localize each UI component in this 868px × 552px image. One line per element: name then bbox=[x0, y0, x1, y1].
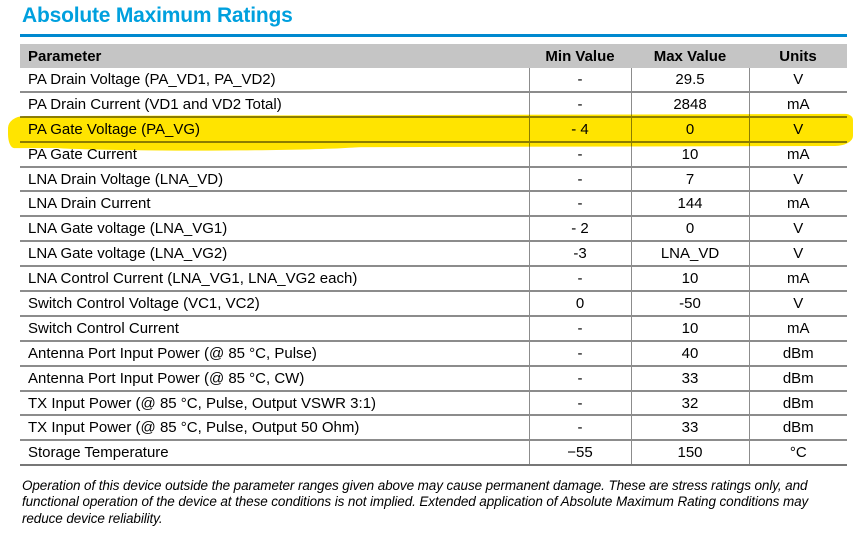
cell-min-value: - bbox=[528, 266, 631, 293]
cell-units: V bbox=[748, 68, 847, 93]
table-row: TX Input Power (@ 85 °C, Pulse, Output 5… bbox=[20, 415, 847, 442]
cell-min-value: - bbox=[528, 315, 631, 342]
table-row: PA Drain Voltage (PA_VD1, PA_VD2) - 29.5… bbox=[20, 68, 847, 93]
header-max-value: Max Value bbox=[631, 44, 749, 68]
cell-parameter: LNA Drain Voltage (LNA_VD) bbox=[20, 166, 529, 193]
cell-parameter: Storage Temperature bbox=[20, 440, 529, 467]
cell-max-value: 144 bbox=[630, 191, 749, 218]
cell-max-value: -50 bbox=[630, 291, 749, 317]
cell-max-value: 40 bbox=[630, 340, 749, 367]
table-row: LNA Drain Voltage (LNA_VD) - 7 V bbox=[20, 166, 847, 193]
cell-min-value: - bbox=[528, 191, 631, 218]
cell-max-value: 29.5 bbox=[630, 68, 749, 93]
page-title: Absolute Maximum Ratings bbox=[22, 4, 293, 27]
cell-parameter: Antenna Port Input Power (@ 85 °C, CW) bbox=[20, 365, 529, 392]
cell-parameter: TX Input Power (@ 85 °C, Pulse, Output V… bbox=[20, 390, 529, 417]
cell-max-value: 0 bbox=[630, 216, 749, 243]
cell-min-value: −55 bbox=[528, 440, 631, 467]
table-row: Antenna Port Input Power (@ 85 °C, Pulse… bbox=[20, 340, 847, 367]
header-row: Parameter Min Value Max Value Units bbox=[20, 44, 847, 68]
cell-max-value: 32 bbox=[630, 390, 749, 417]
cell-min-value: -3 bbox=[528, 241, 631, 268]
cell-min-value: - bbox=[528, 415, 631, 442]
cell-max-value: LNA_VD bbox=[630, 241, 749, 268]
cell-max-value: 10 bbox=[630, 315, 749, 342]
cell-max-value: 33 bbox=[630, 365, 749, 392]
cell-units: V bbox=[748, 291, 847, 317]
cell-min-value: - bbox=[528, 365, 631, 392]
table-row: PA Drain Current (VD1 and VD2 Total) - 2… bbox=[20, 91, 847, 118]
cell-min-value: - bbox=[528, 340, 631, 367]
cell-units: mA bbox=[748, 266, 847, 293]
cell-parameter: LNA Drain Current bbox=[20, 191, 529, 218]
cell-units: dBm bbox=[748, 340, 847, 367]
cell-min-value: - bbox=[528, 166, 631, 193]
cell-units: V bbox=[748, 241, 847, 268]
header-parameter: Parameter bbox=[20, 44, 529, 68]
cell-max-value: 10 bbox=[630, 266, 749, 293]
cell-parameter: PA Drain Voltage (PA_VD1, PA_VD2) bbox=[20, 68, 529, 93]
cell-parameter: PA Drain Current (VD1 and VD2 Total) bbox=[20, 91, 529, 118]
table-row: TX Input Power (@ 85 °C, Pulse, Output V… bbox=[20, 390, 847, 417]
cell-units: °C bbox=[748, 440, 847, 467]
table-row: Antenna Port Input Power (@ 85 °C, CW) -… bbox=[20, 365, 847, 392]
table-row: Switch Control Current - 10 mA bbox=[20, 315, 847, 342]
cell-parameter: Switch Control Voltage (VC1, VC2) bbox=[20, 291, 529, 317]
title-divider bbox=[20, 34, 847, 37]
cell-parameter: LNA Control Current (LNA_VG1, LNA_VG2 ea… bbox=[20, 266, 529, 293]
cell-units: dBm bbox=[748, 365, 847, 392]
cell-units: V bbox=[748, 166, 847, 193]
highlighter-annotation bbox=[7, 113, 854, 149]
cell-units: dBm bbox=[748, 390, 847, 417]
cell-max-value: 150 bbox=[630, 440, 749, 467]
cell-min-value: - bbox=[528, 91, 631, 118]
cell-units: dBm bbox=[748, 415, 847, 442]
cell-units: mA bbox=[748, 191, 847, 218]
cell-min-value: 0 bbox=[528, 291, 631, 317]
cell-parameter: Antenna Port Input Power (@ 85 °C, Pulse… bbox=[20, 340, 529, 367]
header-units: Units bbox=[749, 44, 847, 68]
table-row: LNA Drain Current - 144 mA bbox=[20, 191, 847, 218]
table-row: LNA Control Current (LNA_VG1, LNA_VG2 ea… bbox=[20, 266, 847, 293]
cell-units: mA bbox=[748, 315, 847, 342]
cell-min-value: - bbox=[528, 390, 631, 417]
cell-parameter: TX Input Power (@ 85 °C, Pulse, Output 5… bbox=[20, 415, 529, 442]
cell-units: V bbox=[748, 216, 847, 243]
cell-max-value: 7 bbox=[630, 166, 749, 193]
table-row: LNA Gate voltage (LNA_VG2) -3 LNA_VD V bbox=[20, 241, 847, 268]
table-row: LNA Gate voltage (LNA_VG1) - 2 0 V bbox=[20, 216, 847, 243]
cell-min-value: - bbox=[528, 68, 631, 93]
table-row: Storage Temperature −55 150 °C bbox=[20, 440, 847, 467]
cell-max-value: 2848 bbox=[630, 91, 749, 118]
header-min-value: Min Value bbox=[529, 44, 631, 68]
footnote-text: Operation of this device outside the par… bbox=[22, 478, 809, 526]
cell-max-value: 33 bbox=[630, 415, 749, 442]
absolute-maximum-ratings-table: Parameter Min Value Max Value Units PA D… bbox=[20, 44, 847, 467]
table-row: Switch Control Voltage (VC1, VC2) 0 -50 … bbox=[20, 291, 847, 317]
cell-min-value: - 2 bbox=[528, 216, 631, 243]
cell-parameter: LNA Gate voltage (LNA_VG2) bbox=[20, 241, 529, 268]
cell-parameter: Switch Control Current bbox=[20, 315, 529, 342]
cell-parameter: LNA Gate voltage (LNA_VG1) bbox=[20, 216, 529, 243]
